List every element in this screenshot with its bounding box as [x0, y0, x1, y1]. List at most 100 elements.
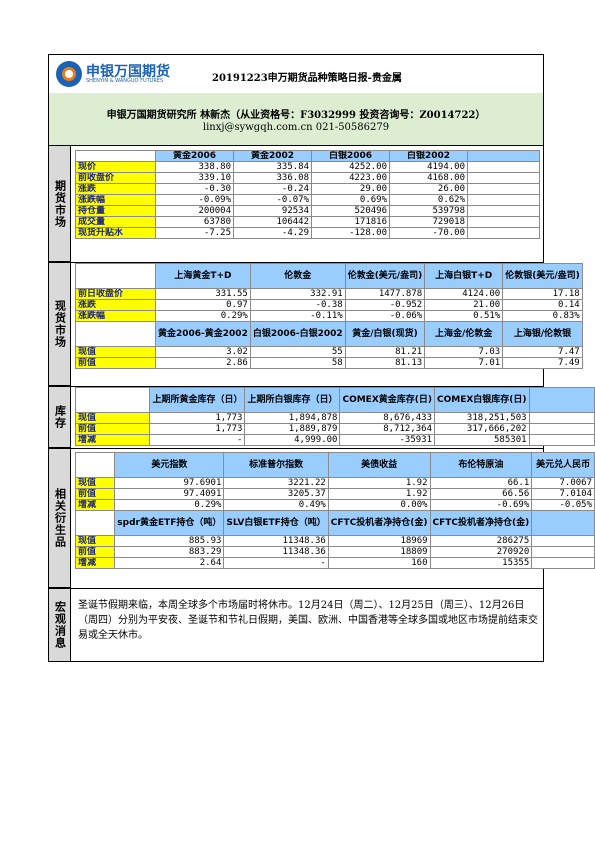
- table-row: 涨跌幅 0.29% -0.11% -0.06% 0.51% 0.83%: [75, 310, 583, 322]
- column-header: 黄金/白银(现货): [344, 321, 426, 347]
- table-cell: -0.24: [233, 183, 312, 195]
- table-row: 前值 2.86 58 81.13 7.01 7.49: [75, 357, 583, 369]
- related-table: 美元指数 标准普尔指数 美债收益 布伦特原油 美元兑人民币 现值 97.6901 3…: [74, 452, 595, 569]
- table-cell: 7.01: [424, 357, 504, 369]
- row-label: 增减: [74, 557, 116, 569]
- table-corner: [75, 263, 156, 289]
- table-cell: 318,251,503: [434, 412, 530, 424]
- table-cell: 4168.00: [389, 172, 468, 184]
- table-cell: [531, 535, 595, 547]
- column-header: 布伦特原油: [429, 452, 533, 478]
- table-cell: 4223.00: [311, 172, 390, 184]
- table-cell: -0.69%: [429, 499, 533, 511]
- section-label-related: 相关衍生品: [49, 448, 71, 588]
- related2-rows: 现值 885.93 11348.36 18969 286275 前值 883.29 11348…: [74, 535, 595, 569]
- table-cell: -0.38: [249, 299, 346, 311]
- table-row: 前值 1,773 1,889,879 8,712,364 317,666,202: [74, 423, 595, 435]
- table-cell: 81.21: [344, 346, 426, 358]
- row-label: 前值: [74, 546, 116, 558]
- row-label: 现值: [75, 346, 156, 358]
- table-cell: 332.91: [249, 288, 346, 300]
- column-header: 黄金2006: [155, 150, 234, 162]
- table-row: 现货升贴水 -7.25 -4.29 -128.00 -70.00: [75, 227, 540, 239]
- table-cell: 8,676,433: [339, 412, 435, 424]
- table-cell: -0.05%: [531, 499, 595, 511]
- table-cell: 270920: [429, 546, 533, 558]
- table-cell: -70.00: [389, 227, 468, 239]
- column-header: CFTC投机者净持仓(金): [327, 510, 431, 536]
- divider: [49, 262, 543, 263]
- table-cell: 520496: [311, 205, 390, 217]
- table-cell: 885.93: [114, 535, 225, 547]
- contact-line: linxj@sywgqh.com.cn 021-50586279: [202, 122, 390, 133]
- table-cell: -: [223, 557, 329, 569]
- table-cell: 0.14: [502, 299, 583, 311]
- column-header: spdr黄金ETF持仓（吨）: [114, 510, 225, 536]
- table-cell: 15355: [429, 557, 533, 569]
- table-cell: 729018: [389, 216, 468, 228]
- row-label: 前日收盘价: [75, 288, 156, 300]
- table-cell: -4.29: [233, 227, 312, 239]
- table-corner: [74, 452, 116, 478]
- table-cell: 17.18: [502, 288, 583, 300]
- table-cell: 286275: [429, 535, 533, 547]
- row-label: 现货升贴水: [75, 227, 156, 239]
- column-header: CFTC投机者净持仓(金): [429, 510, 533, 536]
- column-header: 白银2002: [389, 150, 468, 162]
- table-cell: 11348.36: [223, 546, 329, 558]
- table-cell: [528, 434, 595, 446]
- row-label: 前值: [74, 423, 151, 435]
- table-header-row: spdr黄金ETF持仓（吨） SLV白银ETF持仓（吨） CFTC投机者净持仓(…: [74, 510, 595, 536]
- table-cell: -7.25: [155, 227, 234, 239]
- table-cell: -0.30: [155, 183, 234, 195]
- table-cell: -0.06%: [344, 310, 426, 322]
- row-label: 涨跌幅: [75, 310, 156, 322]
- table-cell: 585301: [434, 434, 530, 446]
- table-row: 增减 -4,999.00 -35931 585301: [74, 434, 595, 446]
- table-header-row: 美元指数 标准普尔指数 美债收益 布伦特原油 美元兑人民币: [74, 452, 595, 478]
- table-cell: 81.13: [344, 357, 426, 369]
- section-related-text: 相关衍生品: [53, 487, 67, 548]
- table-cell: 1,894,878: [244, 412, 341, 424]
- inventory-rows: 现值 1,773 1,894,878 8,676,433 318,251,503 前值 1,…: [74, 412, 595, 446]
- row-label: 前值: [75, 357, 156, 369]
- row-label: 现价: [75, 161, 156, 173]
- table-row: 前日收盘价 331.55 332.91 1477.878 4124.00 17.18: [75, 288, 583, 300]
- table-cell: 92534: [233, 205, 312, 217]
- column-header: 上海银/伦敦银: [502, 321, 583, 347]
- column-header: 白银2006: [311, 150, 390, 162]
- table-cell: 4194.00: [389, 161, 468, 173]
- table-cell: [531, 546, 595, 558]
- column-header: 美元兑人民币: [531, 452, 595, 478]
- table-cell: 200004: [155, 205, 234, 217]
- spot1-rows: 前日收盘价 331.55 332.91 1477.878 4124.00 17.18 涨跌 0…: [75, 288, 583, 322]
- column-header: 伦敦金(美元/盎司): [344, 263, 426, 289]
- table-cell: [531, 557, 595, 569]
- table-cell-empty: [467, 205, 540, 217]
- table-cell: 26.00: [389, 183, 468, 195]
- column-header: 上海白银T+D: [424, 263, 504, 289]
- table-cell: 0.69%: [311, 194, 390, 206]
- table-cell-empty: [467, 194, 540, 206]
- table-cell: 3221.22: [223, 477, 329, 489]
- table-cell: -0.952: [344, 299, 426, 311]
- table-cell: -0.11%: [249, 310, 346, 322]
- column-header-empty: [528, 387, 595, 413]
- table-cell: 1.92: [327, 488, 431, 500]
- column-header: 伦敦银(美元/盎司): [502, 263, 583, 289]
- futures-table: 黄金2006 黄金2002 白银2006 白银2002 现价 338.80 335.…: [75, 150, 540, 239]
- section-label-inventory: 库存: [49, 386, 71, 448]
- table-header-row: 黄金2006 黄金2002 白银2006 白银2002: [75, 150, 540, 162]
- table-cell: -128.00: [311, 227, 390, 239]
- column-header: 上期所白银库存（日）: [244, 387, 341, 413]
- table-cell: 66.56: [429, 488, 533, 500]
- table-row: 现价 338.80 335.84 4252.00 4194.00: [75, 161, 540, 173]
- table-cell: 97.4091: [114, 488, 225, 500]
- row-label: 前收盘价: [75, 172, 156, 184]
- logo-en-text: SHENYIN & WANGUO FUTURES: [86, 78, 164, 84]
- table-cell: 1,773: [149, 423, 246, 435]
- table-cell: 171816: [311, 216, 390, 228]
- column-header: SLV白银ETF持仓（吨）: [223, 510, 329, 536]
- table-row: 前收盘价 339.10 336.08 4223.00 4168.00: [75, 172, 540, 184]
- section-label-macro: 宏观消息: [49, 588, 71, 661]
